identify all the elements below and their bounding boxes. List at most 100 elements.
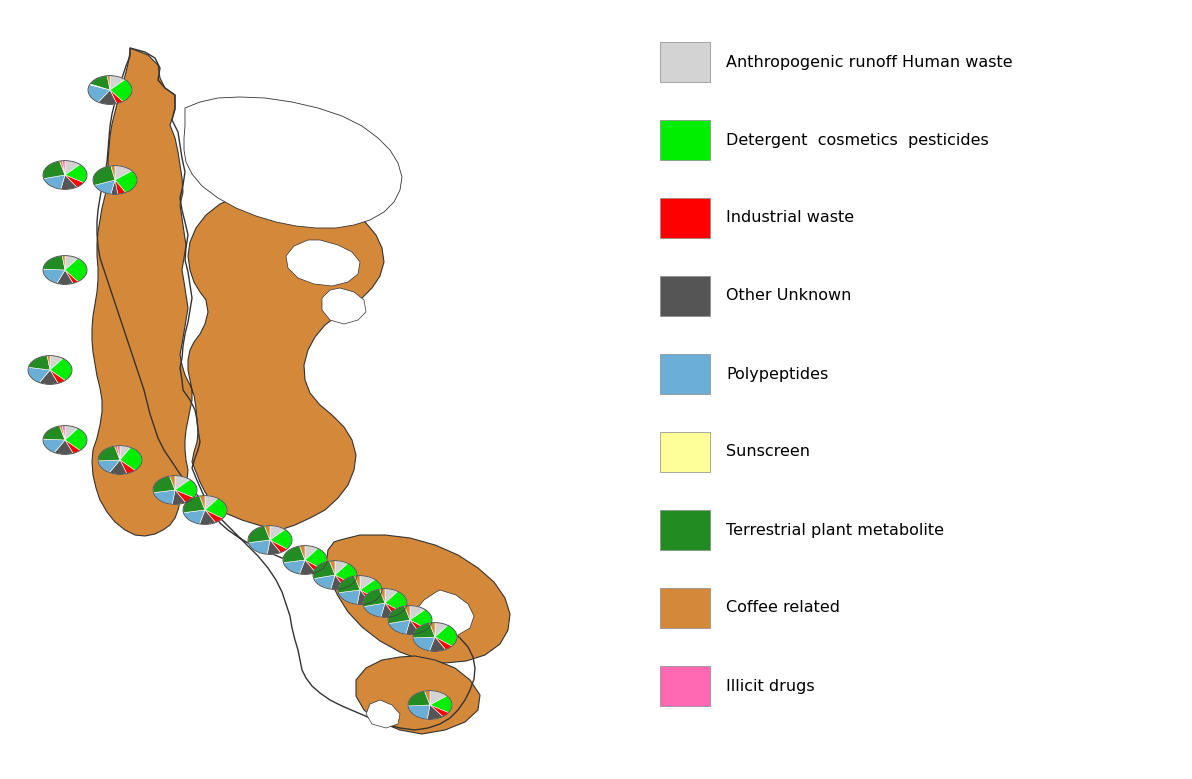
Text: Sunscreen: Sunscreen (726, 445, 811, 460)
Wedge shape (430, 691, 447, 705)
Text: Polypeptides: Polypeptides (726, 366, 828, 382)
Wedge shape (427, 705, 443, 719)
Wedge shape (169, 476, 175, 490)
Wedge shape (331, 575, 344, 590)
Wedge shape (111, 180, 118, 195)
Bar (660, 588, 710, 628)
Bar (660, 666, 710, 706)
Polygon shape (286, 240, 360, 286)
Wedge shape (117, 446, 120, 460)
Wedge shape (98, 90, 117, 104)
Wedge shape (305, 545, 318, 560)
Wedge shape (88, 85, 110, 102)
Bar (660, 198, 710, 238)
Wedge shape (57, 270, 73, 284)
Wedge shape (114, 166, 132, 180)
Wedge shape (172, 490, 186, 504)
Wedge shape (184, 510, 205, 524)
Wedge shape (283, 546, 305, 562)
Wedge shape (408, 705, 430, 719)
Wedge shape (429, 622, 435, 637)
Wedge shape (66, 256, 77, 270)
Wedge shape (110, 79, 132, 101)
Wedge shape (43, 161, 66, 178)
Wedge shape (335, 561, 348, 575)
Wedge shape (335, 563, 356, 584)
Wedge shape (107, 76, 110, 90)
Wedge shape (435, 626, 457, 646)
Wedge shape (50, 356, 63, 370)
Text: Coffee related: Coffee related (726, 601, 840, 615)
Wedge shape (358, 590, 371, 605)
Wedge shape (284, 560, 305, 574)
Wedge shape (404, 605, 410, 620)
Wedge shape (313, 575, 335, 589)
Wedge shape (89, 84, 110, 90)
Bar (660, 432, 710, 472)
Wedge shape (27, 368, 50, 382)
Wedge shape (66, 175, 83, 187)
Wedge shape (110, 90, 123, 104)
Wedge shape (184, 496, 205, 513)
Wedge shape (39, 370, 58, 384)
Wedge shape (48, 356, 50, 370)
Wedge shape (435, 622, 448, 637)
Wedge shape (410, 620, 427, 633)
Wedge shape (430, 696, 452, 713)
Text: Detergent  cosmetics  pesticides: Detergent cosmetics pesticides (726, 132, 988, 147)
Wedge shape (248, 526, 271, 543)
Wedge shape (66, 428, 87, 450)
Wedge shape (299, 560, 316, 574)
Wedge shape (66, 259, 87, 282)
Wedge shape (271, 526, 285, 540)
Wedge shape (205, 495, 218, 510)
Wedge shape (50, 358, 72, 380)
Wedge shape (114, 180, 125, 194)
Wedge shape (385, 589, 398, 603)
Wedge shape (389, 620, 410, 634)
Wedge shape (55, 440, 73, 454)
Wedge shape (60, 426, 66, 440)
Polygon shape (92, 48, 384, 536)
Wedge shape (205, 510, 223, 523)
Wedge shape (43, 269, 66, 284)
Wedge shape (66, 270, 77, 284)
Wedge shape (62, 256, 66, 270)
Wedge shape (329, 561, 335, 575)
Wedge shape (424, 691, 430, 705)
Wedge shape (62, 160, 66, 175)
Wedge shape (43, 439, 66, 453)
Wedge shape (50, 370, 66, 383)
Wedge shape (175, 490, 193, 502)
Wedge shape (175, 476, 190, 490)
Wedge shape (299, 545, 305, 560)
Wedge shape (313, 561, 335, 579)
Wedge shape (61, 175, 76, 189)
Wedge shape (43, 426, 66, 440)
Wedge shape (91, 76, 110, 90)
Wedge shape (360, 580, 381, 599)
Wedge shape (271, 540, 287, 552)
Wedge shape (360, 576, 375, 590)
Wedge shape (199, 495, 205, 510)
Wedge shape (60, 160, 66, 175)
Wedge shape (110, 460, 126, 474)
Wedge shape (153, 476, 175, 492)
Bar (660, 276, 710, 316)
Wedge shape (98, 446, 120, 461)
Wedge shape (154, 490, 175, 504)
Wedge shape (120, 447, 142, 471)
Wedge shape (199, 510, 216, 524)
Wedge shape (44, 175, 66, 189)
Wedge shape (406, 620, 420, 634)
Bar (660, 510, 710, 550)
Wedge shape (408, 691, 430, 706)
Wedge shape (429, 637, 446, 651)
Wedge shape (66, 440, 80, 453)
Wedge shape (360, 590, 377, 603)
Wedge shape (110, 76, 125, 90)
Wedge shape (430, 705, 448, 717)
Wedge shape (66, 164, 87, 183)
Wedge shape (339, 576, 360, 593)
Wedge shape (364, 603, 385, 617)
